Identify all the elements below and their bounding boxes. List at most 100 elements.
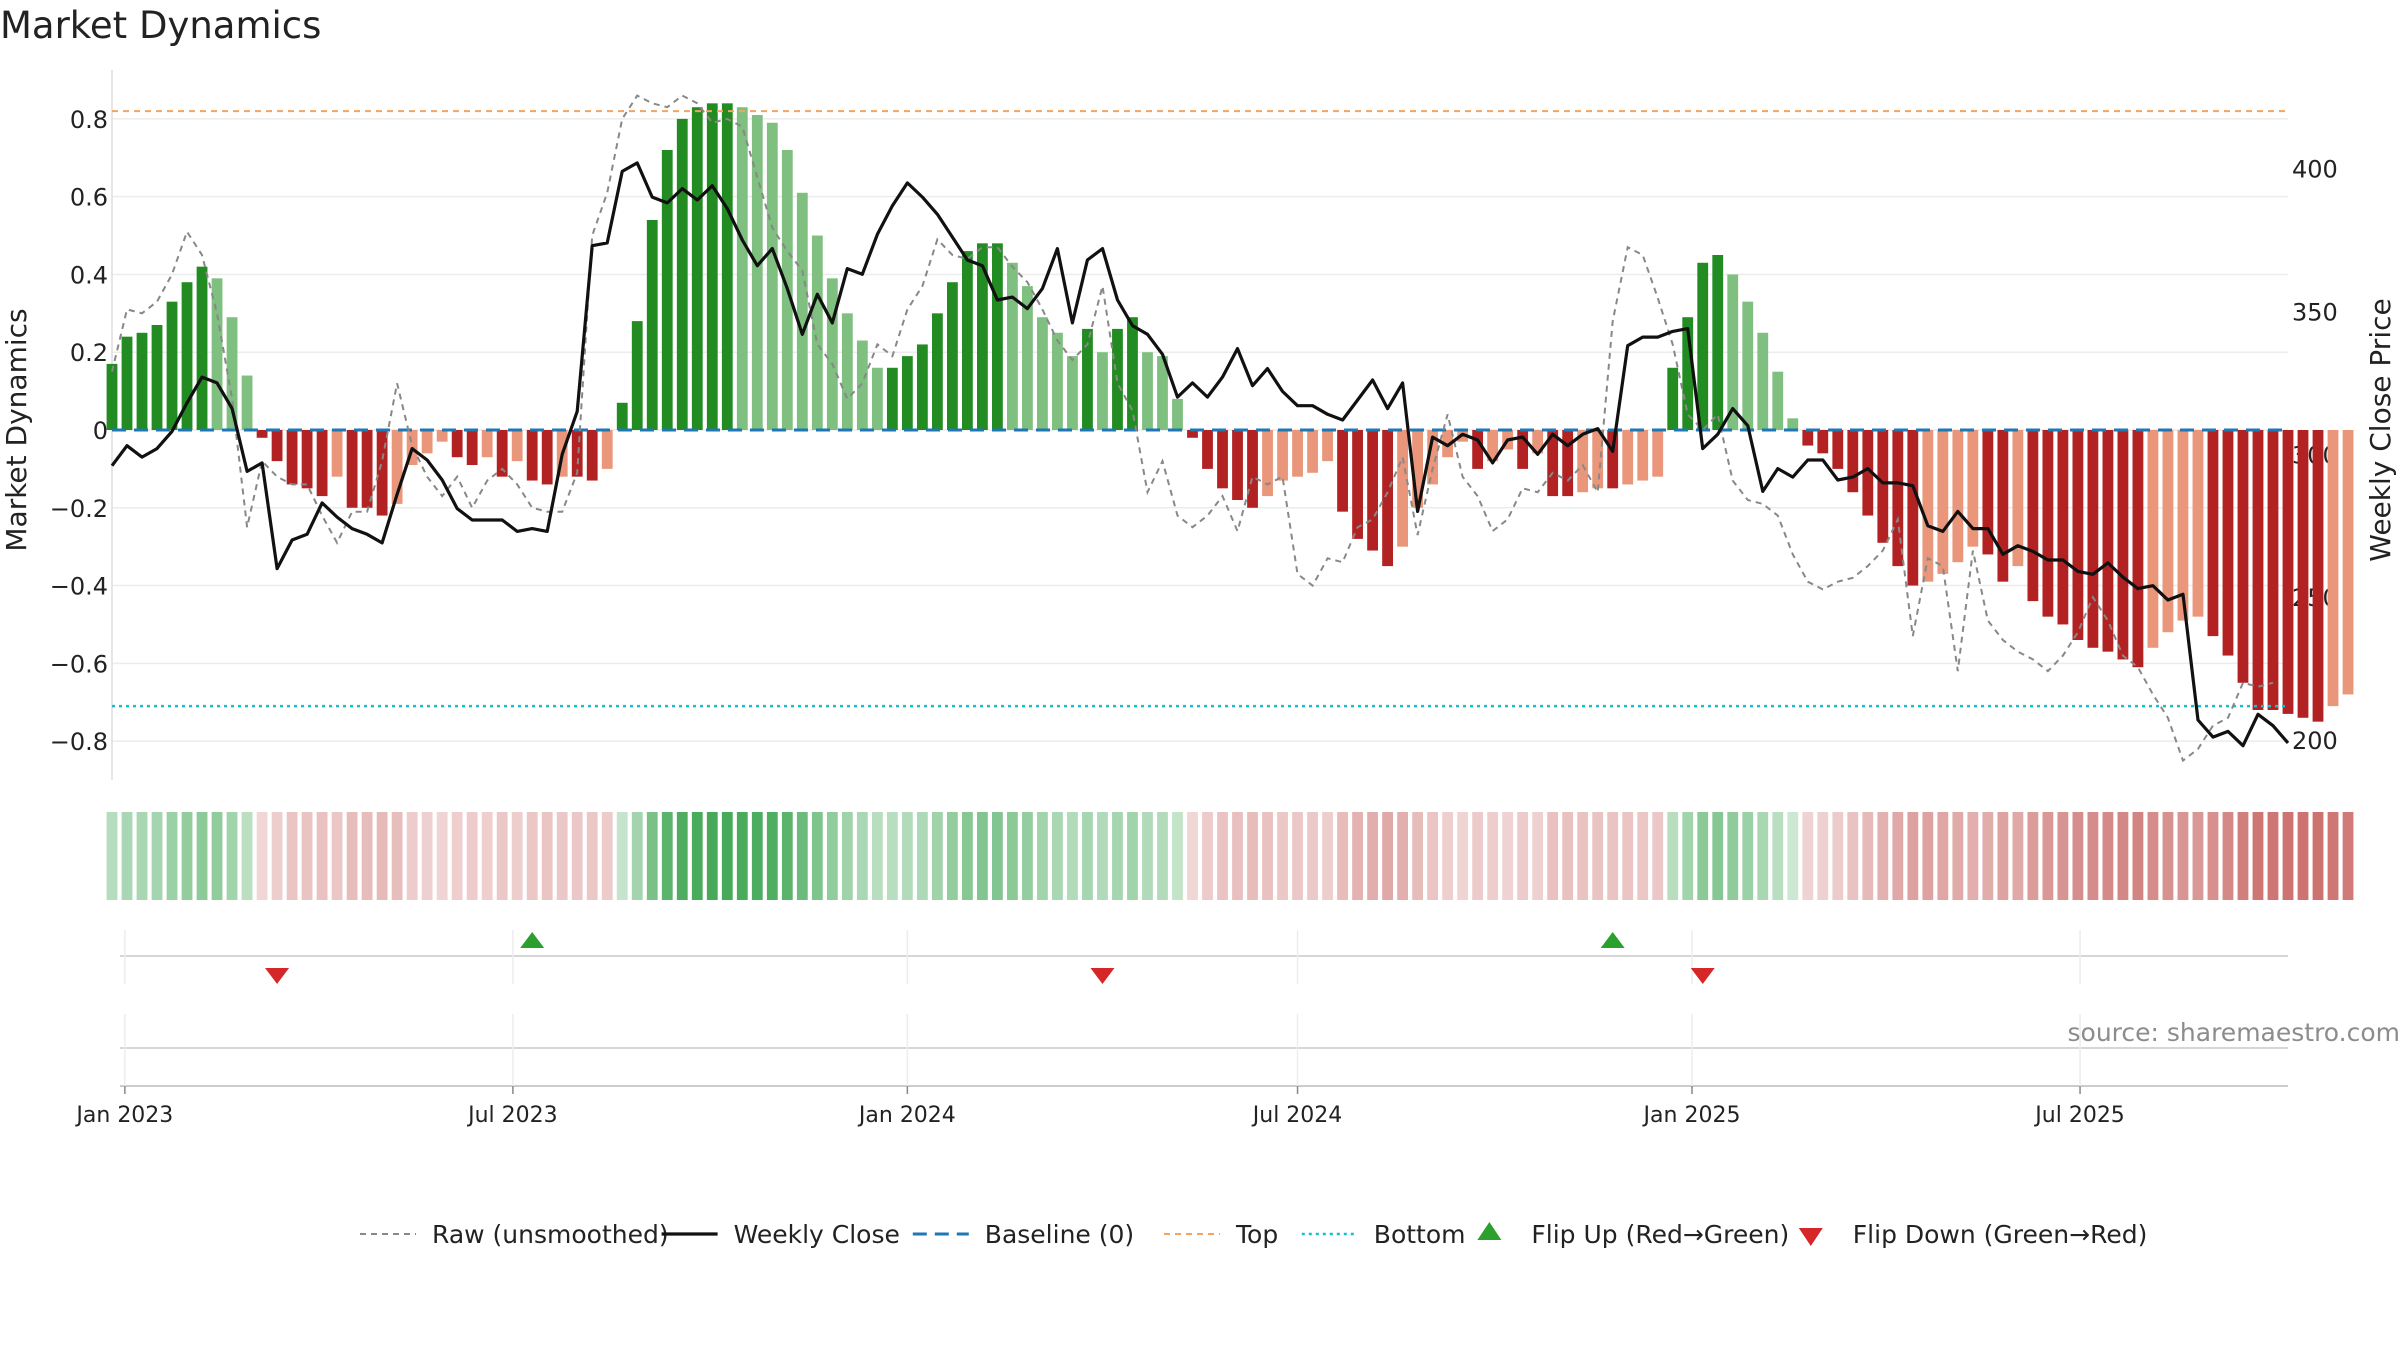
dynamics-bar	[271, 430, 283, 462]
regime-strip-cell	[1622, 812, 1634, 900]
regime-strip-cell	[826, 812, 838, 900]
dynamics-bar	[646, 220, 658, 430]
regime-strip-cell	[2132, 812, 2144, 900]
x-tick-label: Jul 2025	[2033, 1103, 2125, 1128]
regime-strip-cell	[136, 812, 148, 900]
dynamics-bar	[691, 107, 703, 430]
dynamics-bar	[751, 115, 763, 430]
dynamics-bar	[766, 122, 778, 431]
regime-strip-cell	[601, 812, 613, 900]
dynamics-bar	[1412, 430, 1424, 508]
dynamics-bar	[1727, 274, 1739, 430]
regime-strip-cell	[886, 812, 898, 900]
regime-strip-cell	[1232, 812, 1243, 900]
dynamics-bar	[1337, 430, 1348, 512]
regime-strip-cell	[2192, 812, 2204, 900]
dynamics-bar	[1697, 262, 1709, 430]
dynamics-bar	[1937, 430, 1949, 574]
regime-strip-cell	[1637, 812, 1649, 900]
regime-strip-cell	[2312, 812, 2324, 900]
regime-strip-cell	[481, 812, 493, 900]
dynamics-bar	[331, 430, 343, 477]
regime-strip-cell	[751, 812, 763, 900]
regime-strip-cell	[736, 812, 748, 900]
regime-strip-cell	[271, 812, 283, 900]
dynamics-bar	[1622, 430, 1634, 485]
regime-strip-cell	[2237, 812, 2249, 900]
dynamics-bar	[2222, 430, 2234, 656]
regime-strip-cell	[586, 812, 598, 900]
regime-strip-cell	[2177, 812, 2189, 900]
dynamics-bar	[1172, 398, 1183, 430]
legend-label-flip_down: Flip Down (Green→Red)	[1853, 1220, 2148, 1249]
regime-strip-cell	[1952, 812, 1964, 900]
dynamics-bar	[1577, 430, 1589, 493]
regime-strip-cell	[796, 812, 808, 900]
x-tick-label: Jul 2024	[1251, 1103, 1343, 1128]
y-axis-title-left: Market Dynamics	[0, 308, 33, 551]
dynamics-bar	[1847, 430, 1859, 493]
y-tick-label-right: 350	[2292, 298, 2338, 326]
regime-strip-cell	[1127, 812, 1138, 900]
regime-strip-cell	[1742, 812, 1754, 900]
dynamics-bar	[1517, 430, 1529, 469]
regime-strip-cell	[361, 812, 373, 900]
dynamics-bar	[256, 430, 268, 438]
dynamics-bar	[856, 340, 868, 430]
flip-down-marker	[265, 968, 290, 984]
dynamics-bar	[106, 363, 118, 430]
dynamics-bar	[151, 325, 163, 430]
dynamics-bar	[166, 301, 178, 430]
dynamics-bar	[992, 243, 1003, 430]
dynamics-bar	[1472, 430, 1484, 469]
regime-strip-cell	[1412, 812, 1424, 900]
regime-strip-cell	[1652, 812, 1664, 900]
regime-strip-cell	[1157, 812, 1168, 900]
dynamics-bar	[226, 317, 238, 430]
legend-item-raw: Raw (unsmoothed)	[360, 1220, 669, 1249]
flip-down-marker	[1690, 968, 1715, 984]
regime-strip-cell	[541, 812, 553, 900]
y-tick-label-right: 200	[2292, 727, 2338, 755]
regime-strip-cell	[766, 812, 778, 900]
regime-strip-cell	[181, 812, 193, 900]
dynamics-bar	[2192, 430, 2204, 617]
dynamics-bar	[1712, 255, 1724, 430]
regime-strip-cell	[211, 812, 223, 900]
regime-strip-cell	[1682, 812, 1694, 900]
regime-strip-cell	[196, 812, 208, 900]
regime-strip-cell	[2072, 812, 2084, 900]
regime-strip-cell	[1832, 812, 1844, 900]
dynamics-bar	[721, 103, 733, 430]
regime-strip-cell	[1562, 812, 1574, 900]
flip-down-marker	[1090, 968, 1115, 984]
regime-strip-cell	[2327, 812, 2339, 900]
legend-label-raw: Raw (unsmoothed)	[432, 1220, 669, 1249]
legend-item-close: Weekly Close	[661, 1220, 900, 1249]
regime-strip-cell	[2057, 812, 2069, 900]
regime-strip-cell	[2252, 812, 2264, 900]
regime-strip-cell	[1322, 812, 1333, 900]
regime-strip-cell	[301, 812, 313, 900]
regime-strip-cell	[2042, 812, 2054, 900]
regime-strip-cell	[1277, 812, 1288, 900]
dynamics-bar	[1742, 301, 1754, 430]
dynamics-bar	[1877, 430, 1889, 543]
regime-strip-cell	[526, 812, 538, 900]
regime-strip-cell	[1922, 812, 1934, 900]
dynamics-bar	[286, 430, 298, 485]
regime-strip-cell	[1817, 812, 1829, 900]
regime-strip-cell	[1517, 812, 1529, 900]
dynamics-bar	[1787, 418, 1799, 430]
dynamics-bar	[421, 430, 433, 454]
regime-strip-cell	[676, 812, 688, 900]
regime-strip-cell	[1247, 812, 1258, 900]
raw-series-line	[111, 94, 2274, 763]
dynamics-bar	[451, 430, 463, 458]
regime-strip-cell	[1097, 812, 1108, 900]
dynamics-bar	[2132, 430, 2144, 668]
regime-strip-cell	[1907, 812, 1919, 900]
regime-strip-cell	[1142, 812, 1153, 900]
regime-strip-cell	[616, 812, 628, 900]
